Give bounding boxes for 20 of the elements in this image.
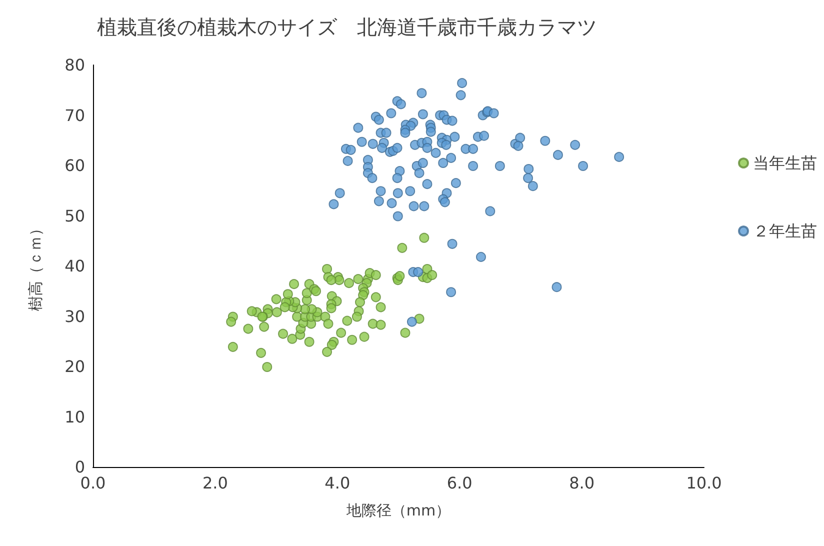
legend-label: 当年生苗 — [753, 154, 817, 172]
y-tick-label: 50 — [64, 206, 85, 226]
y-tick-label: 60 — [64, 156, 85, 175]
y-tick-label: 70 — [64, 106, 85, 125]
chart-title: 植栽直後の植栽木のサイズ 北海道千歳市千歳カラマツ — [97, 15, 597, 39]
x-tick-label: 0.0 — [80, 474, 106, 492]
legend-label: ２年生苗 — [753, 222, 817, 240]
y-tick-label: 80 — [64, 56, 85, 74]
x-axis-title: 地際径（mm） — [345, 502, 451, 520]
y-tick-label: 0 — [74, 458, 85, 476]
y-tick-label: 30 — [64, 306, 85, 326]
y-tick-label: 10 — [64, 407, 85, 426]
x-tick-label: 8.0 — [569, 474, 595, 492]
y-tick-label: 40 — [64, 256, 85, 276]
x-tick-label: 6.0 — [446, 474, 472, 492]
x-tick-label: 10.0 — [686, 474, 722, 492]
x-tick-label: 4.0 — [324, 474, 350, 492]
y-tick-label: 20 — [64, 357, 85, 376]
x-tick-label: 2.0 — [202, 474, 228, 492]
y-axis-title: 樹高（ｃｍ） — [26, 221, 44, 311]
